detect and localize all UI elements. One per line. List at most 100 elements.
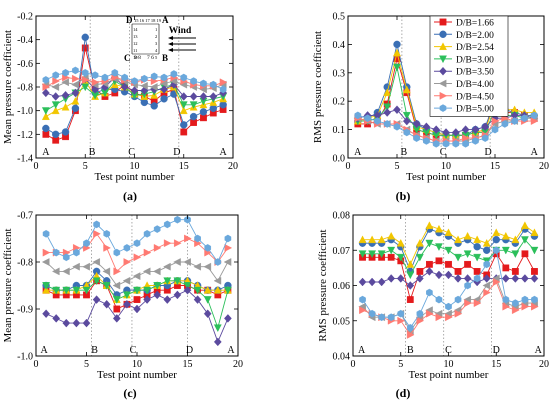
data-point xyxy=(122,291,131,300)
data-point xyxy=(163,295,172,304)
data-point xyxy=(219,85,227,94)
data-point xyxy=(71,74,80,83)
data-point xyxy=(445,302,452,311)
x-tick-label: 5 xyxy=(398,359,403,370)
data-point xyxy=(377,250,386,259)
data-point xyxy=(42,83,51,91)
inset-left-number: 14 xyxy=(133,27,138,32)
data-point xyxy=(472,137,479,145)
data-point xyxy=(219,101,227,109)
data-point xyxy=(501,246,510,255)
data-point xyxy=(81,33,89,41)
data-point xyxy=(224,243,233,252)
data-point xyxy=(464,281,471,290)
y-axis-label: Mean pressure coefficient xyxy=(2,30,14,144)
region-label: D xyxy=(485,147,492,158)
region-label: B xyxy=(89,147,96,158)
data-point xyxy=(483,260,491,269)
data-point xyxy=(368,309,376,318)
inset-left-number: 11 xyxy=(133,48,137,53)
data-point xyxy=(132,272,141,281)
data-point xyxy=(61,128,70,136)
data-point xyxy=(223,286,232,295)
data-point xyxy=(51,106,60,115)
data-point xyxy=(512,299,519,307)
data-point xyxy=(397,316,405,325)
y-tick-label: 0.04 xyxy=(333,352,351,363)
data-point xyxy=(183,282,192,290)
data-point xyxy=(193,295,202,304)
data-point xyxy=(91,71,99,79)
data-point xyxy=(170,70,178,78)
series-8 xyxy=(359,246,538,332)
data-point xyxy=(52,77,60,86)
region-label: A xyxy=(42,147,50,158)
data-point xyxy=(393,48,401,57)
data-point xyxy=(112,314,121,323)
data-point xyxy=(471,125,480,134)
data-point xyxy=(406,323,414,332)
region-label: A xyxy=(227,345,235,356)
data-point xyxy=(358,235,367,244)
series-3 xyxy=(358,221,539,268)
data-point xyxy=(482,281,491,290)
data-point xyxy=(120,82,129,92)
inset-bottom-right: 7 6 xyxy=(147,55,154,61)
y-axis-label: Mean pressure coefficient xyxy=(2,228,14,342)
data-point xyxy=(445,313,453,322)
series-5 xyxy=(42,285,232,347)
y-tick-label: -1.0 xyxy=(17,106,33,117)
data-point xyxy=(511,235,520,244)
series-7 xyxy=(42,229,233,276)
data-point xyxy=(163,220,171,229)
data-point xyxy=(492,278,501,286)
data-point xyxy=(454,274,462,283)
data-point xyxy=(425,239,434,248)
data-point xyxy=(359,295,366,304)
data-point xyxy=(406,281,415,290)
panel-caption: (b) xyxy=(396,189,411,203)
data-point xyxy=(213,324,222,333)
data-point xyxy=(531,302,539,311)
region-label: A xyxy=(354,147,362,158)
data-point xyxy=(393,40,401,49)
data-point xyxy=(41,88,50,98)
data-point xyxy=(82,318,91,328)
data-point xyxy=(173,258,181,266)
data-point xyxy=(213,285,222,294)
x-tick-label: 0 xyxy=(34,359,39,370)
data-point xyxy=(383,103,392,112)
data-point xyxy=(52,130,60,139)
panel-caption: (a) xyxy=(123,189,137,203)
data-point xyxy=(521,114,528,123)
data-point xyxy=(81,68,89,77)
data-point xyxy=(82,286,91,295)
data-point xyxy=(113,305,121,313)
data-point xyxy=(52,71,60,79)
x-tick-label: 15 xyxy=(179,161,189,172)
series-5 xyxy=(358,267,539,290)
data-point xyxy=(93,220,100,229)
data-point xyxy=(359,306,367,315)
inset-right-number: 3 xyxy=(155,41,158,46)
data-point xyxy=(213,337,222,347)
data-point xyxy=(426,288,433,297)
data-point xyxy=(204,244,212,252)
data-point xyxy=(397,309,405,318)
data-point xyxy=(444,246,453,255)
data-point xyxy=(150,72,158,81)
data-point xyxy=(200,79,207,88)
data-point xyxy=(102,300,111,309)
panel-a-mean-chart: 0 5 10 15 20-1.4-1.2-1.0-0.8-0.6-0.4-0.2A B C D… xyxy=(2,12,238,204)
data-point xyxy=(72,262,80,271)
data-point xyxy=(199,108,208,116)
data-point xyxy=(81,75,90,84)
data-point xyxy=(383,108,392,117)
data-point xyxy=(432,125,441,134)
data-point xyxy=(62,267,70,276)
data-point xyxy=(502,295,510,304)
data-point xyxy=(189,92,198,101)
data-point xyxy=(102,267,111,276)
region-label: B xyxy=(401,147,408,158)
data-point xyxy=(413,134,420,142)
